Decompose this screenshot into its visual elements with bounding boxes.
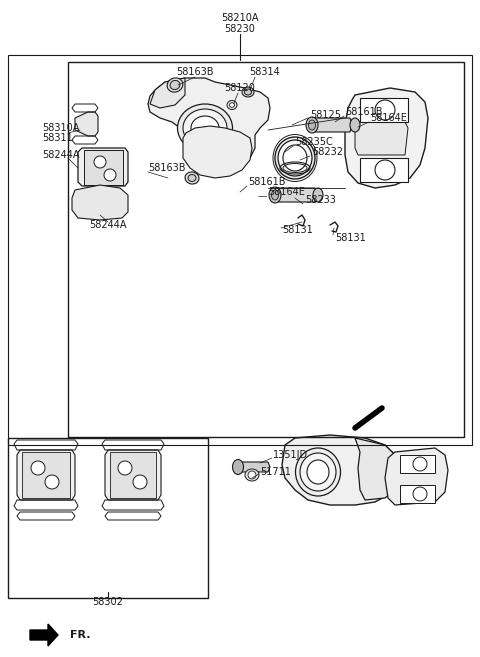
Polygon shape: [110, 452, 156, 498]
Circle shape: [413, 457, 427, 471]
Text: 58164E: 58164E: [268, 187, 305, 197]
Text: 58230: 58230: [225, 24, 255, 34]
Ellipse shape: [178, 104, 232, 152]
Polygon shape: [355, 122, 408, 155]
Text: 58131: 58131: [335, 233, 366, 243]
Ellipse shape: [242, 87, 254, 97]
Bar: [360, 98, 408, 122]
Ellipse shape: [313, 188, 323, 202]
Ellipse shape: [307, 460, 329, 484]
Text: 58163B: 58163B: [176, 67, 214, 77]
Polygon shape: [75, 112, 98, 136]
Text: 58131: 58131: [282, 225, 313, 235]
Bar: [360, 158, 408, 182]
Circle shape: [375, 160, 395, 180]
Polygon shape: [78, 148, 128, 186]
Ellipse shape: [167, 78, 183, 92]
Ellipse shape: [272, 190, 278, 200]
Ellipse shape: [191, 116, 219, 140]
Circle shape: [94, 156, 106, 168]
Polygon shape: [238, 462, 270, 472]
Bar: [8, 438, 208, 598]
Text: 58164E: 58164E: [370, 113, 407, 123]
Text: 58161B: 58161B: [345, 107, 383, 117]
Polygon shape: [360, 408, 382, 425]
Circle shape: [133, 475, 147, 489]
Polygon shape: [148, 78, 270, 168]
Text: 58244A: 58244A: [89, 220, 127, 230]
Text: 58302: 58302: [93, 597, 123, 607]
Text: 58314: 58314: [250, 67, 280, 77]
Text: 58163B: 58163B: [148, 163, 185, 173]
Ellipse shape: [283, 145, 307, 171]
Text: 51711: 51711: [260, 467, 291, 477]
Polygon shape: [84, 150, 123, 185]
Polygon shape: [385, 448, 448, 505]
Ellipse shape: [269, 187, 281, 203]
Ellipse shape: [170, 80, 180, 89]
Circle shape: [375, 100, 395, 120]
Text: 58244A: 58244A: [42, 150, 80, 160]
Polygon shape: [282, 435, 398, 505]
Ellipse shape: [278, 140, 312, 176]
Ellipse shape: [227, 101, 237, 110]
Bar: [68, 62, 464, 437]
Ellipse shape: [296, 448, 340, 496]
Ellipse shape: [350, 118, 360, 132]
Text: 58120: 58120: [225, 83, 255, 93]
Text: FR.: FR.: [70, 630, 91, 640]
Text: 58233: 58233: [305, 195, 336, 205]
Text: 58232: 58232: [312, 147, 343, 157]
Polygon shape: [30, 624, 58, 646]
Ellipse shape: [188, 175, 196, 181]
Text: 58311: 58311: [42, 133, 73, 143]
Text: 58235C: 58235C: [295, 137, 333, 147]
Circle shape: [413, 487, 427, 501]
Polygon shape: [183, 126, 252, 178]
Polygon shape: [72, 185, 128, 220]
Ellipse shape: [245, 469, 259, 481]
Text: 58161B: 58161B: [248, 177, 286, 187]
Polygon shape: [345, 88, 428, 188]
Ellipse shape: [275, 137, 315, 179]
Ellipse shape: [300, 453, 336, 491]
Circle shape: [31, 461, 45, 475]
Bar: [8, 55, 472, 445]
Ellipse shape: [185, 172, 199, 184]
Circle shape: [248, 471, 256, 479]
Ellipse shape: [306, 117, 318, 133]
Polygon shape: [355, 438, 400, 500]
Text: 58125: 58125: [310, 110, 341, 120]
Bar: [400, 455, 435, 473]
Polygon shape: [22, 452, 70, 498]
Polygon shape: [312, 118, 352, 132]
Ellipse shape: [229, 102, 235, 107]
Circle shape: [45, 475, 59, 489]
Ellipse shape: [183, 109, 227, 147]
Text: 58210A: 58210A: [221, 13, 259, 23]
Polygon shape: [150, 78, 185, 108]
Text: 58310A: 58310A: [42, 123, 79, 133]
Ellipse shape: [244, 89, 252, 95]
Text: 1351JD: 1351JD: [273, 450, 308, 460]
Polygon shape: [17, 450, 75, 500]
Ellipse shape: [232, 459, 243, 474]
Bar: [400, 485, 435, 503]
Circle shape: [118, 461, 132, 475]
Ellipse shape: [309, 120, 315, 130]
Polygon shape: [105, 450, 161, 500]
Polygon shape: [275, 188, 317, 202]
Circle shape: [104, 169, 116, 181]
